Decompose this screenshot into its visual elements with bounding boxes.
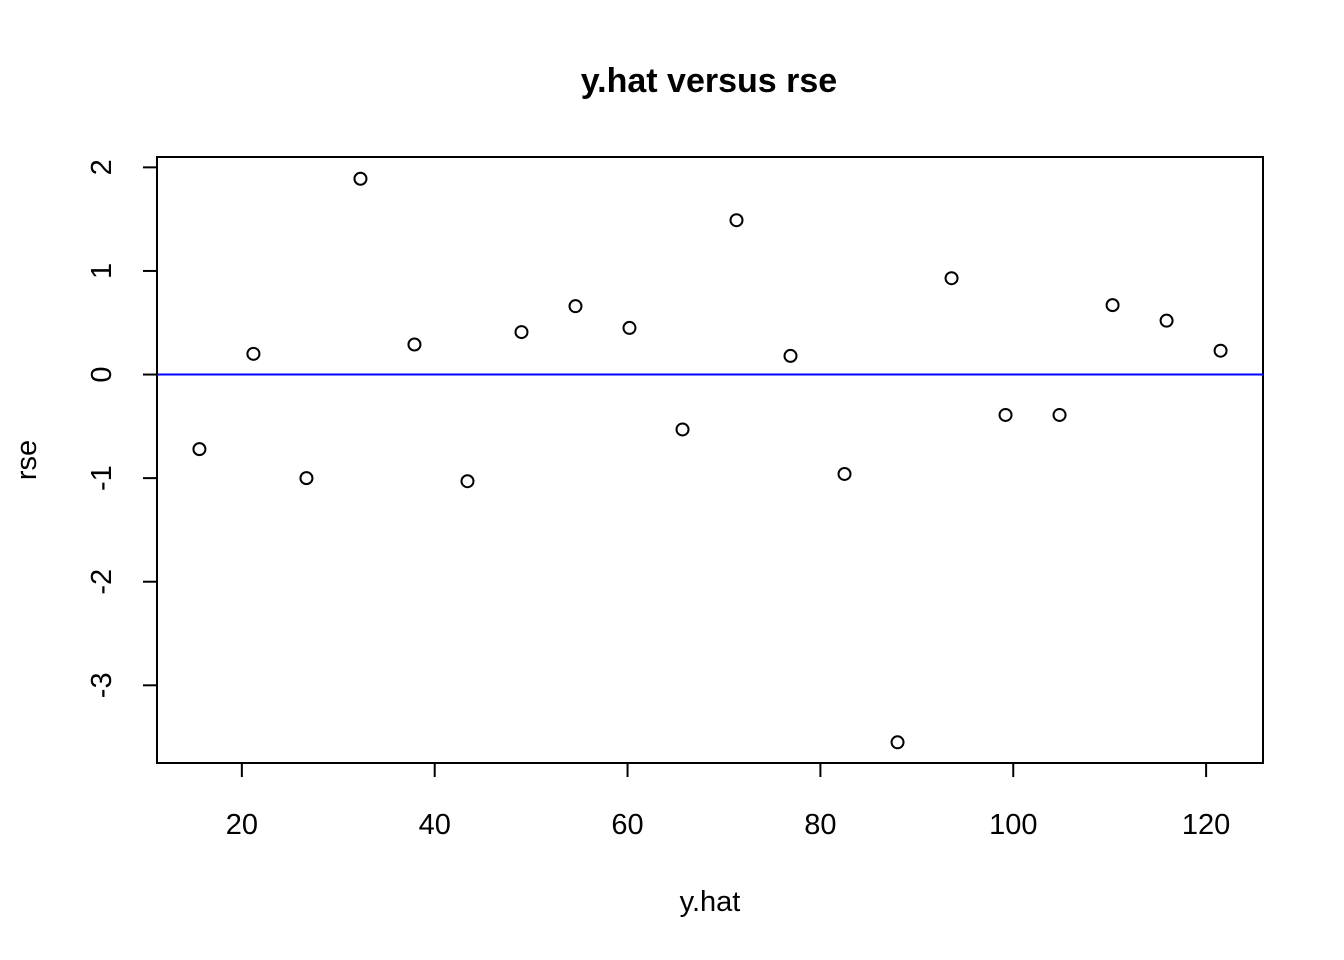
y-tick-label: 1: [86, 263, 118, 279]
data-point: [246, 346, 261, 361]
data-point: [998, 407, 1013, 422]
x-tick-label: 120: [1182, 809, 1230, 841]
y-tick-label: 2: [86, 159, 118, 175]
x-tick-label: 40: [419, 809, 451, 841]
data-point: [1105, 298, 1120, 313]
y-tick-label: -1: [86, 465, 118, 491]
x-tick-label: 60: [611, 809, 643, 841]
data-point: [944, 271, 959, 286]
points-layer: [192, 171, 1228, 750]
y-axis-label: rse: [11, 440, 43, 480]
chart-title: y.hat versus rse: [581, 62, 837, 100]
x-axis-label: y.hat: [680, 886, 741, 918]
data-point: [192, 442, 207, 457]
x-tick-label: 100: [989, 809, 1037, 841]
x-tick-label: 20: [226, 809, 258, 841]
data-point: [729, 213, 744, 228]
x-tick-label: 80: [804, 809, 836, 841]
data-point: [568, 299, 583, 314]
data-point: [353, 171, 368, 186]
data-point: [299, 471, 314, 486]
plot-frame: [156, 156, 1264, 764]
y-tick-label: 0: [86, 366, 118, 382]
data-point: [460, 474, 475, 489]
data-point: [837, 466, 852, 481]
data-point: [514, 325, 529, 340]
data-point: [1159, 313, 1174, 328]
data-point: [1213, 343, 1228, 358]
y-tick-label: -2: [86, 569, 118, 595]
data-point: [675, 422, 690, 437]
y-tick-label: -3: [86, 672, 118, 698]
data-point: [783, 348, 798, 363]
y-axis: 2 1 0 -1 -2 -3: [86, 159, 157, 698]
data-point: [890, 735, 905, 750]
data-point: [407, 337, 422, 352]
data-point: [622, 320, 637, 335]
data-point: [1052, 407, 1067, 422]
x-axis: 20 40 60 80 100 120: [226, 763, 1230, 841]
